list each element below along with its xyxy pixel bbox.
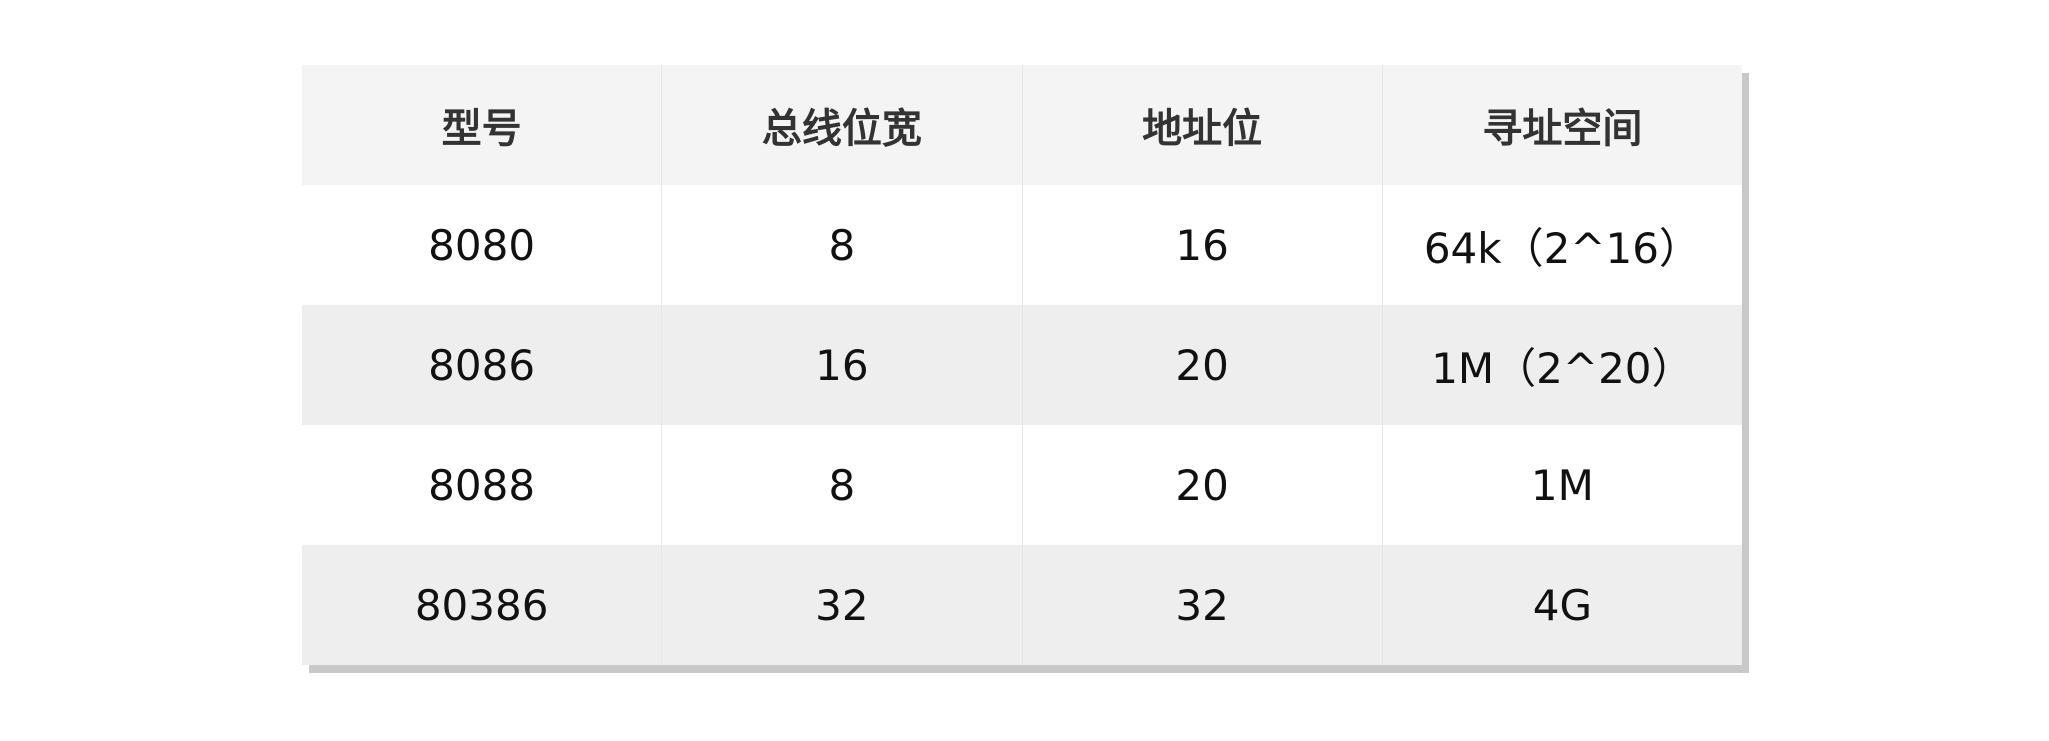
header-row: 型号 总线位宽 地址位 寻址空间	[302, 65, 1742, 185]
table-cell: 64k（2^16）	[1423, 223, 1701, 273]
header-cell: 总线位宽	[662, 65, 1023, 185]
table-cell: 8080	[302, 185, 663, 305]
table-row: 80386 32 32 4G	[302, 545, 1742, 665]
table: 型号 总线位宽 地址位 寻址空间 8080 8 16 64k（2^16） 8086 16 20 1M（…	[302, 65, 1742, 665]
table-row: 8086 16 20 1M（2^20）	[302, 305, 1742, 425]
table-cell: 20	[1023, 425, 1383, 545]
table-cell: 8	[662, 425, 1023, 545]
table-cell: 16	[1023, 185, 1383, 305]
header-cell: 寻址空间	[1482, 106, 1643, 152]
header-cell: 地址位	[1023, 65, 1383, 185]
table-row: 8088 8 20 1M	[302, 425, 1742, 545]
table-cell: 32	[662, 545, 1023, 665]
table-cell: 8086	[302, 305, 663, 425]
table-cell: 4G	[1532, 580, 1593, 630]
table-cell: 8088	[302, 425, 663, 545]
header-cell: 型号	[302, 65, 663, 185]
table-cell: 16	[662, 305, 1023, 425]
table-cell: 1M（2^20）	[1431, 343, 1694, 393]
table-row: 8080 8 16 64k（2^16）	[302, 185, 1742, 305]
table-cell: 20	[1023, 305, 1383, 425]
table-cell: 8	[662, 185, 1023, 305]
table-cell: 32	[1023, 545, 1383, 665]
table-cell: 1M	[1530, 460, 1594, 510]
table-cell: 80386	[302, 545, 663, 665]
